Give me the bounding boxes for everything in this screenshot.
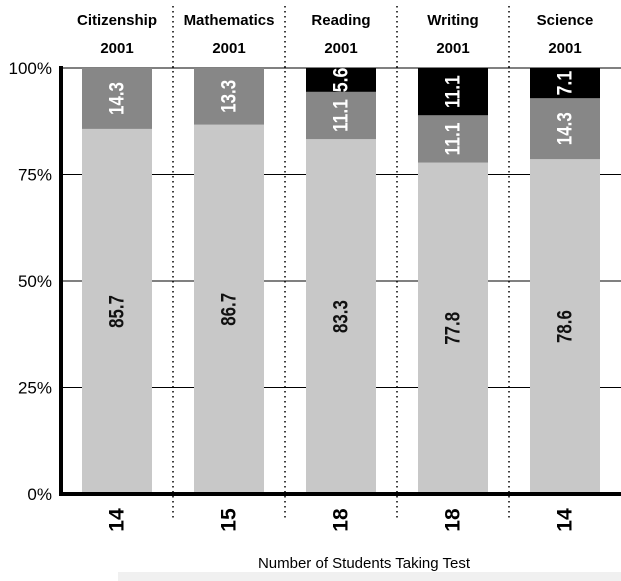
bar-segment [418,162,488,494]
y-tick-label: 100% [9,59,52,78]
student-count: 15 [218,508,241,532]
student-count: 14 [554,508,577,532]
data-label: 78.6 [554,310,577,343]
data-label: 11.1 [442,122,465,155]
category-label: Science [537,12,594,29]
data-label: 14.3 [554,112,577,145]
data-label: 77.8 [442,312,465,345]
category-year: 2001 [324,40,357,57]
student-count: 18 [330,508,353,532]
data-label: 14.3 [106,82,129,115]
bar-segment [82,128,152,494]
category-year: 2001 [436,40,469,57]
data-label: 85.7 [106,295,129,328]
data-label: 7.1 [554,71,577,96]
x-axis-title: Number of Students Taking Test [258,555,471,572]
bar-segment [418,115,488,163]
data-label: 5.6 [330,68,353,93]
category-year: 2001 [212,40,245,57]
student-count: 18 [442,508,465,532]
bar-segment [82,68,152,129]
data-label: 83.3 [330,300,353,333]
bar-segment [306,91,376,140]
data-label: 13.3 [218,80,241,113]
bar-segment [418,68,488,116]
data-label: 11.1 [330,99,353,132]
bar-segment [530,159,600,494]
bar-segment [530,68,600,99]
bar-segment [306,139,376,494]
footer-bar [118,572,621,581]
category-year: 2001 [100,40,133,57]
category-label: Mathematics [184,12,275,29]
y-tick-label: 50% [18,272,52,291]
category-label: Reading [311,12,370,29]
y-tick-label: 25% [18,379,52,398]
category-label: Citizenship [77,12,157,29]
bar-segment [194,124,264,495]
y-tick-label: 0% [27,485,52,504]
data-label: 86.7 [218,293,241,326]
data-label: 11.1 [442,75,465,108]
bar-segment [530,98,600,160]
bar-segment [306,68,376,92]
y-tick-label: 75% [18,166,52,185]
student-count: 14 [106,508,129,532]
category-label: Writing [427,12,478,29]
bar-segment [194,68,264,125]
category-year: 2001 [548,40,581,57]
